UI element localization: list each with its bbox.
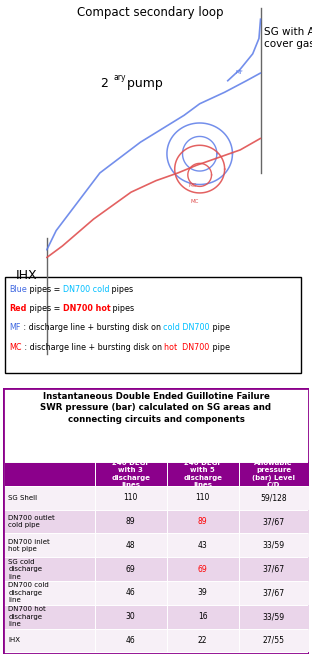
Bar	[239, 462, 309, 486]
Bar	[95, 462, 167, 486]
Text: Blue: Blue	[9, 285, 27, 294]
Text: pipe: pipe	[210, 323, 230, 332]
Text: 37/67: 37/67	[263, 589, 285, 597]
Text: pipe: pipe	[210, 343, 230, 351]
Text: 27/55: 27/55	[263, 636, 285, 645]
Text: 69: 69	[198, 564, 207, 574]
Text: MC: MC	[190, 198, 199, 204]
Text: ary: ary	[114, 73, 126, 82]
Text: 240 DEGF
with 5
discharge
lines: 240 DEGF with 5 discharge lines	[183, 460, 222, 488]
Bar	[5, 277, 301, 373]
Bar	[167, 629, 239, 652]
Text: DN700 cold: DN700 cold	[63, 285, 110, 294]
Bar	[5, 605, 95, 629]
Bar	[5, 486, 95, 510]
Text: 37/67: 37/67	[263, 564, 285, 574]
Text: 69: 69	[126, 564, 136, 574]
Text: : discharge line + bursting disk on: : discharge line + bursting disk on	[22, 343, 164, 351]
Bar	[5, 557, 95, 581]
Text: 46: 46	[126, 589, 136, 597]
Text: 22: 22	[198, 636, 207, 645]
Text: IHX: IHX	[8, 637, 20, 643]
Text: Red: Red	[9, 304, 27, 313]
Text: pipes =: pipes =	[27, 304, 63, 313]
Text: DN700 cold
discharge
line: DN700 cold discharge line	[8, 583, 49, 603]
Text: 39: 39	[198, 589, 207, 597]
Bar	[167, 557, 239, 581]
Bar	[167, 581, 239, 605]
Text: 110: 110	[195, 493, 210, 503]
Bar	[95, 557, 167, 581]
Text: DN700 outlet
cold pipe: DN700 outlet cold pipe	[8, 515, 55, 528]
Bar	[95, 605, 167, 629]
Bar	[95, 533, 167, 557]
Text: 33/59: 33/59	[263, 612, 285, 622]
Text: 30: 30	[126, 612, 136, 622]
Bar	[239, 629, 309, 652]
Bar	[239, 533, 309, 557]
Text: 48: 48	[126, 541, 136, 550]
Bar	[167, 605, 239, 629]
Bar	[5, 581, 95, 605]
Text: 89: 89	[198, 517, 207, 526]
Text: MC: MC	[189, 183, 197, 189]
Text: : discharge line + bursting disk on: : discharge line + bursting disk on	[21, 323, 163, 332]
Bar	[5, 533, 95, 557]
Text: cold DN700: cold DN700	[163, 323, 210, 332]
Text: DN700 hot: DN700 hot	[63, 304, 110, 313]
Text: Compact secondary loop: Compact secondary loop	[76, 6, 223, 19]
Bar	[167, 486, 239, 510]
Text: 110: 110	[124, 493, 138, 503]
Text: pump: pump	[123, 77, 163, 90]
Text: pipes: pipes	[110, 304, 134, 313]
Text: DN700 hot
discharge
line: DN700 hot discharge line	[8, 606, 46, 627]
Text: pipes =: pipes =	[27, 285, 63, 294]
Text: MC: MC	[9, 343, 22, 351]
Bar	[239, 605, 309, 629]
Text: 240 DEGF
with 3
discharge
lines: 240 DEGF with 3 discharge lines	[111, 460, 150, 488]
Bar	[5, 462, 95, 486]
Text: 2: 2	[100, 77, 108, 90]
Bar	[239, 581, 309, 605]
Bar	[239, 486, 309, 510]
Bar	[5, 629, 95, 652]
Text: SG Shell: SG Shell	[8, 495, 37, 501]
Text: 59/128: 59/128	[261, 493, 287, 503]
Text: 46: 46	[126, 636, 136, 645]
Text: 37/67: 37/67	[263, 517, 285, 526]
Text: 43: 43	[198, 541, 207, 550]
Text: Allowable
pressure
(bar) Level
C/D: Allowable pressure (bar) Level C/D	[252, 460, 295, 488]
Text: 16: 16	[198, 612, 207, 622]
Bar	[239, 557, 309, 581]
Bar	[95, 629, 167, 652]
Text: 89: 89	[126, 517, 136, 526]
Bar	[95, 486, 167, 510]
Text: pipes: pipes	[110, 285, 134, 294]
Bar	[5, 510, 95, 533]
Text: DN700 inlet
hot pipe: DN700 inlet hot pipe	[8, 539, 50, 552]
Text: Instantaneous Double Ended Guillotine Failure
SWR pressure (bar) calculated on S: Instantaneous Double Ended Guillotine Fa…	[41, 392, 271, 424]
Text: hot  DN700: hot DN700	[164, 343, 210, 351]
Text: SG cold
discharge
line: SG cold discharge line	[8, 558, 42, 579]
Bar	[167, 510, 239, 533]
Text: SG with Ar
cover gas: SG with Ar cover gas	[264, 27, 312, 49]
Bar	[167, 533, 239, 557]
Text: MF: MF	[9, 323, 21, 332]
Bar	[95, 581, 167, 605]
Bar	[239, 510, 309, 533]
Text: MF: MF	[236, 70, 243, 75]
Bar	[167, 462, 239, 486]
Bar	[95, 510, 167, 533]
Text: IHX: IHX	[16, 269, 37, 282]
Text: 33/59: 33/59	[263, 541, 285, 550]
